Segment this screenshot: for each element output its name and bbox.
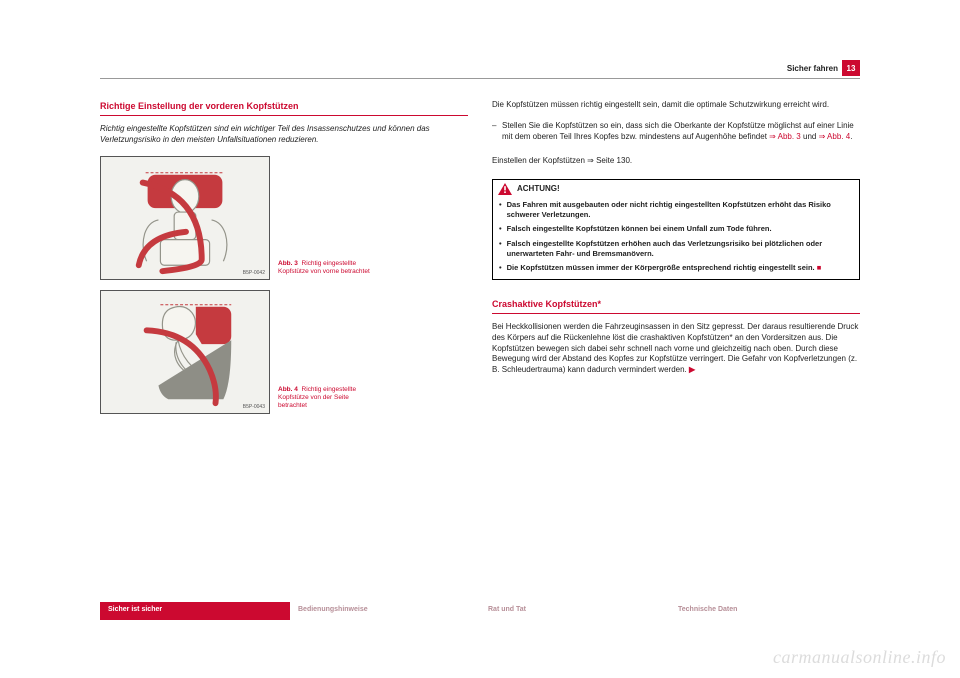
warning-item-2: Falsch eingestellte Kopfstützen können b…	[507, 224, 772, 234]
figure-2-caption: Abb. 4 Richtig einge­stellte Kopfstütze …	[278, 386, 378, 409]
end-mark-icon: ■	[817, 263, 822, 272]
footer-tab-bedienung[interactable]: Bedienungshinweise	[290, 602, 480, 620]
warning-item-1: Das Fahren mit ausgebauten oder nicht ri…	[507, 200, 853, 220]
left-column: Richtige Einstellung der vorderen Kopfst…	[100, 100, 468, 590]
footer-tab-rat[interactable]: Rat und Tat	[480, 602, 670, 620]
figure-2-code: B5P-0043	[243, 404, 265, 411]
manual-page: Sicher fahren 13 Richtige Einstellung de…	[100, 60, 860, 620]
watermark: carmanualsonline.info	[773, 647, 946, 668]
right-p2: Einstellen der Kopfstützen ⇒ Seite 130.	[492, 156, 860, 167]
bullet-text: Stellen Sie die Kopfstützen so ein, dass…	[502, 121, 860, 143]
heading-crash-active: Crashaktive Kopfstützen*	[492, 298, 860, 314]
warning-item-4: Die Kopfstützen müssen immer der Körperg…	[507, 263, 822, 273]
instruction-bullet: – Stellen Sie die Kopfstützen so ein, da…	[492, 121, 860, 143]
figure-1-row: B5P-0042 Abb. 3 Richtig einge­stellte Ko…	[100, 156, 468, 280]
ref-abb4: ⇒ Abb. 4	[819, 132, 851, 141]
page-number: 13	[842, 60, 860, 76]
figure-2-svg	[101, 291, 269, 413]
bullet-dash: –	[492, 121, 502, 143]
section-title: Sicher fahren	[787, 64, 838, 73]
intro-text: Richtig eingestellte Kopfstützen sind ei…	[100, 124, 468, 146]
right-p1: Die Kopfstützen müssen richtig eingestel…	[492, 100, 860, 111]
heading-headrest-adjust: Richtige Einstellung der vorderen Kopfst…	[100, 100, 468, 116]
right-column: Die Kopfstützen müssen richtig eingestel…	[492, 100, 860, 590]
figure-2: B5P-0043	[100, 290, 270, 414]
footer-tab-sicher[interactable]: Sicher ist sicher	[100, 602, 290, 620]
figure-2-row: B5P-0043 Abb. 4 Richtig einge­stellte Ko…	[100, 290, 468, 414]
warning-item-4-text: Die Kopfstützen müssen immer der Körperg…	[507, 263, 815, 272]
warning-item-3: Falsch eingestellte Kopfstützen erhöhen …	[507, 239, 853, 259]
figure-1-code: B5P-0042	[243, 270, 265, 277]
ref-abb3: ⇒ Abb. 3	[769, 132, 801, 141]
figure-2-label: Abb. 4	[278, 386, 298, 393]
footer-tab-technisch[interactable]: Technische Daten	[670, 602, 860, 620]
header-rule	[100, 78, 860, 79]
bullet-text-end: .	[850, 132, 852, 141]
content-columns: Richtige Einstellung der vorderen Kopfst…	[100, 100, 860, 590]
figure-1-label: Abb. 3	[278, 260, 298, 267]
warning-body: •Das Fahren mit ausgebauten oder nicht r…	[493, 200, 859, 279]
warning-title: ACHTUNG!	[517, 184, 560, 195]
warning-box: ACHTUNG! •Das Fahren mit ausgebauten ode…	[492, 179, 860, 280]
figure-1-caption: Abb. 3 Richtig einge­stellte Kopfstütze …	[278, 260, 378, 276]
footer-nav: Sicher ist sicher Bedienungshinweise Rat…	[100, 602, 860, 620]
right-p3-text: Bei Heckkollisionen werden die Fahrzeugi…	[492, 322, 858, 374]
right-p3: Bei Heckkollisionen werden die Fahrzeugi…	[492, 322, 860, 376]
bullet-text-mid: und	[801, 132, 819, 141]
warning-header: ACHTUNG!	[493, 180, 859, 196]
figure-1: B5P-0042	[100, 156, 270, 280]
page-header: Sicher fahren 13	[787, 60, 860, 76]
warning-icon	[498, 183, 512, 195]
continue-arrow-icon: ▶	[689, 365, 695, 374]
figure-1-svg	[101, 157, 269, 279]
